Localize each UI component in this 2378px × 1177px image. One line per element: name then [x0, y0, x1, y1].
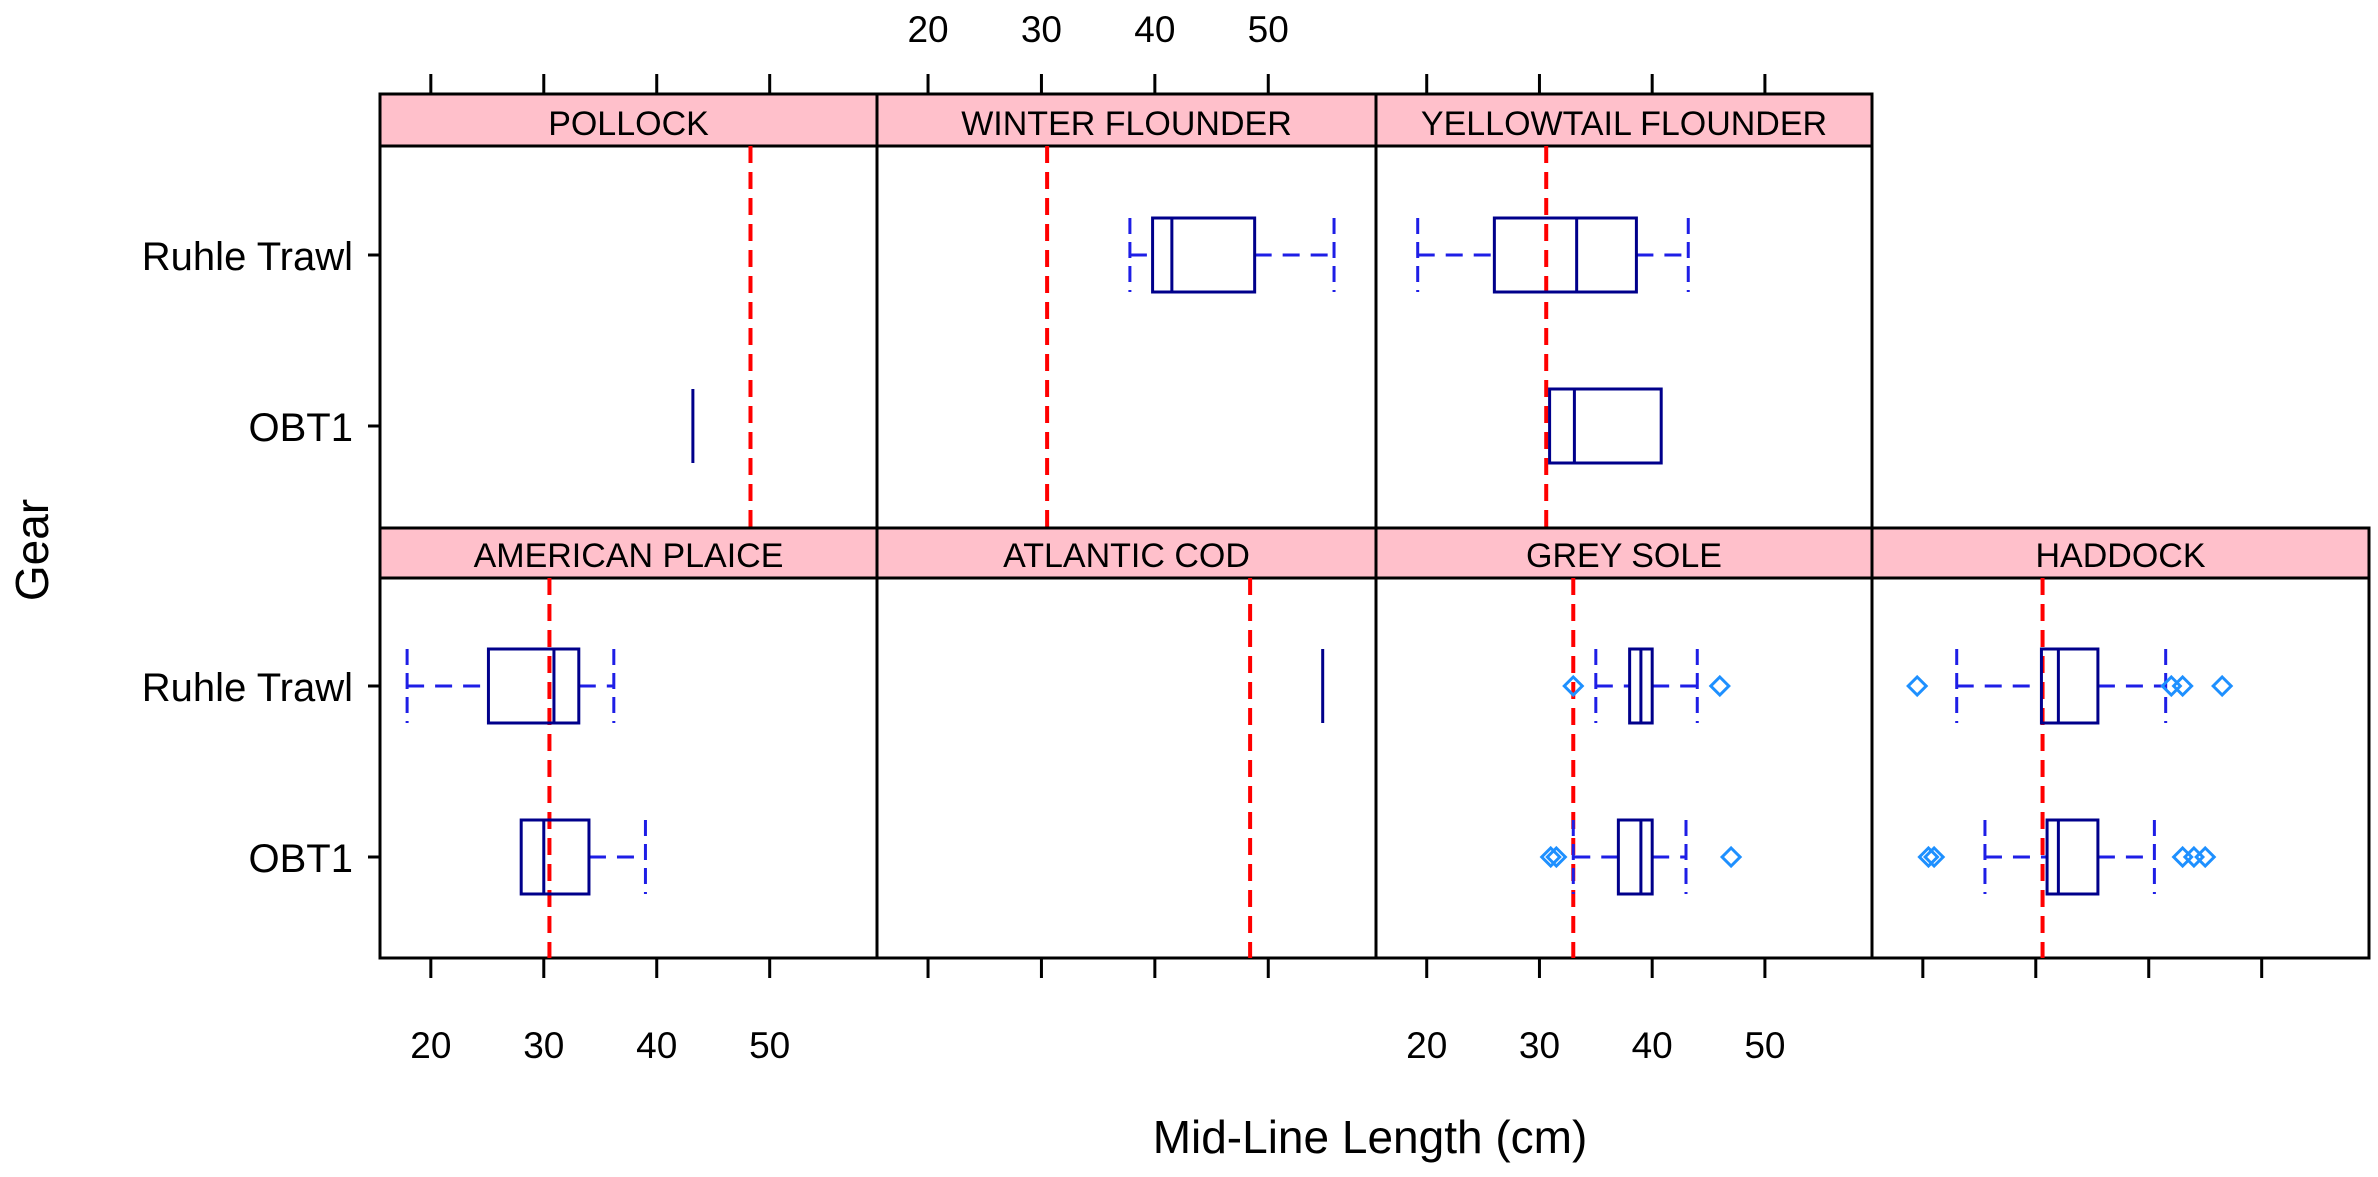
panel-title: AMERICAN PLAICE — [474, 537, 784, 575]
panel-frame — [1870, 576, 2371, 960]
panel-frame — [1374, 144, 1874, 530]
gear-label-obt1: OBT1 — [249, 837, 353, 881]
box-body — [486, 647, 581, 725]
x-tick-label: 50 — [749, 1025, 790, 1066]
outlier-point — [1545, 845, 1568, 869]
panel-strip — [875, 526, 1378, 580]
x-tick-label: 30 — [1021, 9, 1062, 50]
panel-strip — [1374, 92, 1874, 148]
box-body — [1151, 216, 1257, 294]
box-ruhle-trawl — [1416, 216, 1690, 294]
x-tick-label: 50 — [1248, 9, 1289, 50]
x-tick-label: 50 — [1744, 1025, 1785, 1066]
labels-layer: Ruhle Trawl OBT1 Ruhle Trawl OBT1 Gear M… — [6, 235, 1587, 1163]
box-body — [519, 818, 591, 896]
outlier-point — [1906, 674, 1929, 698]
axes-layer: 20 30 40 50 20 30 40 50 20 30 40 50 — [368, 9, 2264, 1066]
panel: YELLOWTAIL FLOUNDER — [1374, 92, 1874, 530]
box-ruhle-trawl — [1128, 216, 1336, 294]
x-tick-label: 20 — [410, 1025, 451, 1066]
outlier-point — [2194, 845, 2217, 869]
box-obt1 — [1917, 818, 2217, 896]
box-ruhle-trawl — [405, 647, 616, 725]
gear-label-ruhle-trawl: Ruhle Trawl — [142, 235, 353, 279]
box-ruhle-trawl — [1906, 647, 2234, 725]
panel: POLLOCK — [378, 92, 879, 530]
panel-frame — [1374, 576, 1874, 960]
box-body — [2039, 647, 2100, 725]
panel: WINTER FLOUNDER — [875, 92, 1378, 530]
x-tick-label: 20 — [907, 9, 948, 50]
panel-title: POLLOCK — [548, 105, 709, 143]
box-body — [1616, 818, 1654, 896]
panel-title: ATLANTIC COD — [1003, 537, 1250, 575]
panels-layer: POLLOCK WINTER FLOUNDER YELLOWTAIL FLOUNDE… — [378, 92, 2371, 960]
panel-title: GREY SOLE — [1526, 537, 1722, 575]
panel-frame — [875, 144, 1378, 530]
panel: AMERICAN PLAICE — [378, 526, 879, 960]
box-obt1 — [519, 818, 647, 896]
y-axis-title: Gear — [6, 499, 58, 601]
x-axis-title: Mid-Line Length (cm) — [1153, 1111, 1588, 1163]
panel-frame — [875, 576, 1378, 960]
panel-title: WINTER FLOUNDER — [961, 105, 1292, 143]
outlier-point — [2171, 845, 2194, 869]
box-body — [1492, 216, 1638, 294]
box-obt1 — [1548, 387, 1663, 465]
x-tick-label: 20 — [1406, 1025, 1447, 1066]
gear-label-obt1: OBT1 — [249, 406, 353, 450]
outlier-point — [1719, 845, 1743, 869]
x-tick-label: 30 — [1519, 1025, 1560, 1066]
panel-frame — [378, 576, 879, 960]
panel: HADDOCK — [1870, 526, 2371, 960]
x-tick-label: 40 — [1134, 9, 1175, 50]
outlier-point — [1923, 845, 1946, 869]
outlier-point — [1708, 674, 1731, 698]
panel-frame — [378, 144, 879, 530]
outlier-point — [2182, 845, 2206, 869]
x-tick-label: 40 — [1632, 1025, 1673, 1066]
box-body — [2045, 818, 2100, 896]
x-tick-label: 40 — [636, 1025, 677, 1066]
x-tick-label: 30 — [523, 1025, 564, 1066]
panel: ATLANTIC COD — [875, 526, 1378, 960]
outlier-point — [1539, 845, 1562, 869]
box-body — [1548, 387, 1663, 465]
box-ruhle-trawl — [1562, 647, 1731, 725]
panel: GREY SOLE — [1374, 526, 1874, 960]
panel-strip — [378, 526, 879, 580]
outlier-point — [2171, 674, 2194, 698]
outlier-point — [2211, 674, 2234, 698]
panel-title: HADDOCK — [2035, 537, 2205, 575]
panel-strip — [378, 92, 879, 148]
box-obt1 — [1539, 818, 1743, 896]
gear-label-ruhle-trawl: Ruhle Trawl — [142, 666, 353, 710]
outlier-point — [1562, 674, 1585, 698]
outlier-point — [1917, 845, 1940, 869]
panel-title: YELLOWTAIL FLOUNDER — [1421, 105, 1827, 143]
panel-strip — [1870, 526, 2371, 580]
